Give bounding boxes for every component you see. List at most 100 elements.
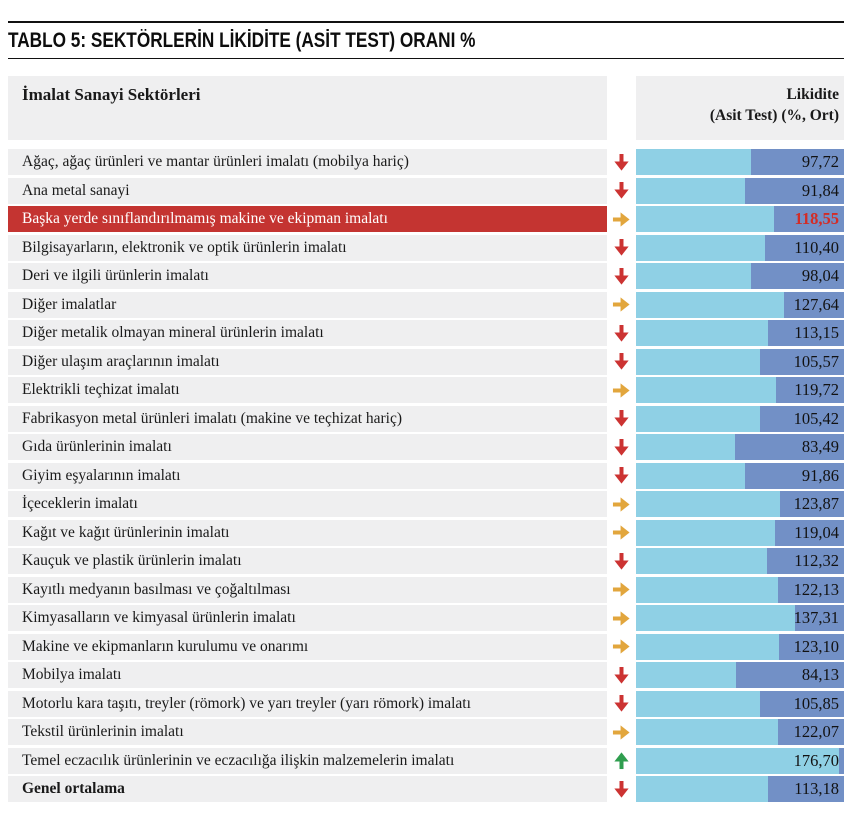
liquidity-bar: 113,18 xyxy=(636,776,844,802)
table-row: Fabrikasyon metal ürünleri imalatı (maki… xyxy=(8,405,844,432)
liquidity-bar-fill xyxy=(636,291,785,318)
liquidity-bar: 97,72 xyxy=(636,149,844,175)
table-row: Giyim eşyalarının imalatı 91,86 xyxy=(8,462,844,489)
liquidity-value: 105,85 xyxy=(793,693,839,713)
trend-arrow-cell xyxy=(607,292,636,318)
sector-label: Kağıt ve kağıt ürünlerinin imalatı xyxy=(8,519,608,546)
liquidity-value: 91,86 xyxy=(801,465,839,485)
trend-arrow-cell xyxy=(607,662,636,688)
liquidity-value: 98,04 xyxy=(801,266,839,285)
sector-label: Başka yerde sınıflandırılmamış makine ve… xyxy=(8,206,608,232)
liquidity-bar: 91,86 xyxy=(636,462,844,489)
liquidity-bar-fill xyxy=(636,776,769,802)
liquidity-value: 123,87 xyxy=(793,494,839,513)
down-arrow-icon xyxy=(614,324,629,342)
sector-label: Diğer ulaşım araçlarının imalatı xyxy=(8,348,608,375)
liquidity-value: 83,49 xyxy=(801,437,839,456)
sector-label: Makine ve ekipmanların kurulumu ve onarı… xyxy=(8,633,608,660)
liquidity-value: 118,55 xyxy=(794,209,839,228)
liquidity-value: 105,42 xyxy=(793,408,839,428)
liquidity-value: 113,15 xyxy=(794,323,839,342)
liquidity-bar-fill xyxy=(636,747,840,774)
table-row: Ana metal sanayi 91,84 xyxy=(8,177,844,204)
table-page: TABLO 5: SEKTÖRLERİN LİKİDİTE (ASİT TEST… xyxy=(0,21,852,802)
table-row: Genel ortalama 113,18 xyxy=(8,776,844,802)
liquidity-bar-fill xyxy=(636,690,761,717)
trend-arrow-cell xyxy=(607,377,636,403)
liquidity-bar: 83,49 xyxy=(636,434,844,460)
liquidity-bar-fill xyxy=(636,234,766,261)
trend-arrow-cell xyxy=(607,548,636,574)
trend-arrow-cell xyxy=(607,320,636,346)
down-arrow-icon xyxy=(614,153,629,171)
sector-label: Bilgisayarların, elektronik ve optik ürü… xyxy=(8,234,608,261)
liquidity-bar-fill xyxy=(636,719,779,745)
down-arrow-icon xyxy=(614,666,629,684)
table-row: Mobilya imalatı 84,13 xyxy=(8,662,844,688)
trend-arrow-cell xyxy=(607,776,636,802)
column-header-liquidity-line2: (Asit Test) (%, Ort) xyxy=(709,106,839,124)
table-body: Ağaç, ağaç ürünleri ve mantar ürünleri i… xyxy=(8,149,844,802)
trend-arrow-cell xyxy=(607,178,636,204)
liquidity-bar-fill xyxy=(636,206,775,232)
sector-label: Mobilya imalatı xyxy=(8,662,608,688)
sector-label: Gıda ürünlerinin imalatı xyxy=(8,434,608,460)
title-divider xyxy=(8,58,844,59)
liquidity-value: 137,31 xyxy=(793,608,839,627)
liquidity-value: 122,07 xyxy=(793,722,839,741)
sector-label: Tekstil ürünlerinin imalatı xyxy=(8,719,608,745)
right-arrow-icon xyxy=(613,525,630,540)
table-row: Motorlu kara taşıtı, treyler (römork) ve… xyxy=(8,690,844,717)
down-arrow-icon xyxy=(614,267,629,285)
sector-label: Diğer metalik olmayan mineral ürünlerin … xyxy=(8,320,608,346)
right-arrow-icon xyxy=(613,582,630,597)
trend-arrow-cell xyxy=(607,719,636,745)
liquidity-bar: 123,87 xyxy=(636,491,844,517)
table-row: Temel eczacılık ürünlerinin ve eczacılığ… xyxy=(8,747,844,774)
trend-arrow-cell xyxy=(607,349,636,375)
liquidity-bar: 176,70 xyxy=(636,747,844,774)
down-arrow-icon xyxy=(614,780,629,798)
title-bar: TABLO 5: SEKTÖRLERİN LİKİDİTE (ASİT TEST… xyxy=(8,23,844,58)
trend-arrow-cell xyxy=(607,263,636,289)
table-row: Kimyasalların ve kimyasal ürünlerin imal… xyxy=(8,605,844,631)
sector-label: Kauçuk ve plastik ürünlerin imalatı xyxy=(8,548,608,574)
table-row: Makine ve ekipmanların kurulumu ve onarı… xyxy=(8,633,844,660)
liquidity-value: 97,72 xyxy=(801,152,839,171)
trend-arrow-cell xyxy=(607,206,636,232)
liquidity-value: 113,18 xyxy=(794,779,839,798)
trend-arrow-cell xyxy=(607,463,636,489)
liquidity-bar: 98,04 xyxy=(636,263,844,289)
sector-label: Kimyasalların ve kimyasal ürünlerin imal… xyxy=(8,605,608,631)
right-arrow-icon xyxy=(613,610,630,626)
liquidity-bar-fill xyxy=(636,348,760,375)
trend-arrow-cell xyxy=(607,520,636,546)
liquidity-value: 119,72 xyxy=(794,380,839,399)
table-row: Tekstil ürünlerinin imalatı 122,07 xyxy=(8,719,844,745)
sector-label: Kayıtlı medyanın basılması ve çoğaltılma… xyxy=(8,576,608,603)
liquidity-value: 119,04 xyxy=(794,522,839,542)
down-arrow-icon xyxy=(614,438,629,456)
trend-arrow-cell xyxy=(607,577,636,603)
liquidity-bar: 105,42 xyxy=(636,405,844,432)
table-row: Diğer ulaşım araçlarının imalatı 105,57 xyxy=(8,348,844,375)
liquidity-bar-fill xyxy=(636,462,745,489)
right-arrow-icon xyxy=(613,639,630,654)
liquidity-bar: 118,55 xyxy=(636,206,844,232)
table-row: Kayıtlı medyanın basılması ve çoğaltılma… xyxy=(8,576,844,603)
trend-arrow-cell xyxy=(607,491,636,517)
liquidity-bar: 112,32 xyxy=(636,548,844,574)
header-gap xyxy=(607,76,636,140)
trend-arrow-cell xyxy=(607,434,636,460)
liquidity-bar-fill xyxy=(636,548,768,574)
table-header: İmalat Sanayi Sektörleri Likidite (Asit … xyxy=(8,76,844,140)
liquidity-value: 91,84 xyxy=(801,180,839,200)
down-arrow-icon xyxy=(614,181,629,199)
table-row: Bilgisayarların, elektronik ve optik ürü… xyxy=(8,234,844,261)
column-header-liquidity-line1: Likidite xyxy=(786,86,839,103)
table-row: Diğer imalatlar 127,64 xyxy=(8,291,844,318)
trend-arrow-cell xyxy=(607,691,636,717)
liquidity-bar: 119,72 xyxy=(636,377,844,403)
column-header-sectors: İmalat Sanayi Sektörleri xyxy=(8,76,608,140)
table-row: Kauçuk ve plastik ürünlerin imalatı 112,… xyxy=(8,548,844,574)
